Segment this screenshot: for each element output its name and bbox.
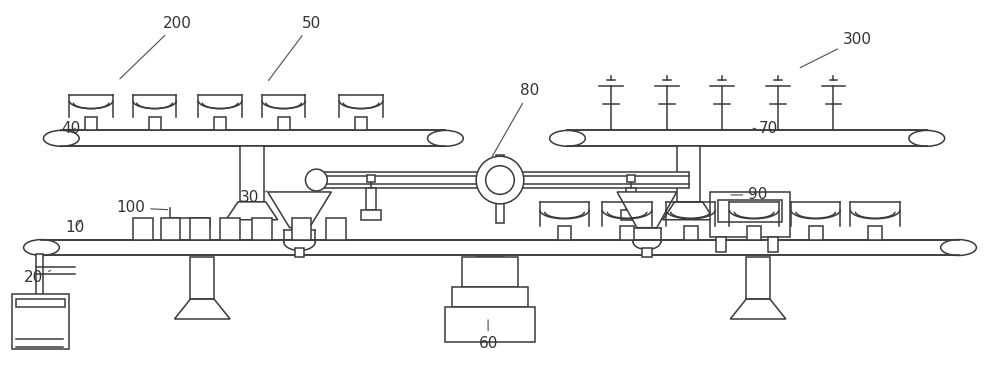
- Polygon shape: [174, 299, 230, 319]
- Bar: [190, 257, 214, 299]
- Bar: [626, 188, 636, 210]
- Bar: [620, 226, 634, 240]
- Text: 20: 20: [24, 270, 51, 285]
- Ellipse shape: [486, 166, 514, 194]
- Bar: [462, 257, 518, 287]
- Bar: [452, 287, 528, 307]
- Text: 90: 90: [731, 187, 768, 203]
- Ellipse shape: [909, 131, 945, 146]
- Ellipse shape: [24, 240, 59, 256]
- Bar: [684, 226, 698, 240]
- Bar: [355, 116, 367, 131]
- Bar: [190, 218, 210, 240]
- Bar: [476, 257, 504, 307]
- Text: 50: 50: [268, 16, 321, 81]
- Bar: [240, 146, 264, 202]
- Ellipse shape: [305, 169, 327, 191]
- Bar: [809, 226, 823, 240]
- Bar: [496, 188, 504, 223]
- Bar: [718, 200, 782, 222]
- Ellipse shape: [43, 131, 79, 146]
- Text: 300: 300: [800, 32, 872, 68]
- Bar: [16, 299, 65, 307]
- Bar: [710, 192, 790, 237]
- Bar: [746, 257, 770, 299]
- Text: 100: 100: [116, 200, 168, 215]
- Bar: [252, 218, 272, 240]
- Bar: [194, 218, 210, 228]
- Bar: [161, 218, 180, 240]
- Text: 200: 200: [120, 16, 192, 79]
- Bar: [627, 175, 635, 182]
- Bar: [621, 210, 641, 220]
- Bar: [558, 226, 571, 240]
- Bar: [292, 218, 311, 240]
- Text: 30: 30: [240, 190, 267, 206]
- Bar: [295, 247, 304, 257]
- Polygon shape: [198, 228, 208, 234]
- Ellipse shape: [550, 131, 585, 146]
- Polygon shape: [226, 202, 278, 220]
- Bar: [12, 294, 69, 349]
- Bar: [41, 240, 959, 256]
- Bar: [133, 218, 153, 240]
- Text: 40: 40: [62, 121, 81, 136]
- Polygon shape: [730, 299, 786, 319]
- Bar: [36, 255, 43, 302]
- Text: 80: 80: [491, 83, 539, 158]
- Bar: [366, 188, 376, 210]
- Bar: [220, 218, 240, 240]
- Bar: [567, 131, 927, 146]
- Text: 70: 70: [753, 121, 778, 136]
- Polygon shape: [460, 307, 520, 325]
- Text: 10: 10: [66, 220, 85, 235]
- Bar: [316, 172, 689, 188]
- Bar: [747, 226, 761, 240]
- Bar: [214, 116, 226, 131]
- Ellipse shape: [428, 131, 463, 146]
- Polygon shape: [268, 192, 331, 228]
- Bar: [149, 116, 161, 131]
- Bar: [61, 131, 445, 146]
- Ellipse shape: [941, 240, 976, 256]
- Bar: [496, 155, 504, 175]
- Bar: [361, 210, 381, 220]
- Bar: [642, 247, 652, 257]
- Polygon shape: [663, 202, 714, 220]
- Bar: [768, 237, 778, 253]
- Bar: [716, 237, 726, 253]
- Bar: [326, 218, 346, 240]
- Ellipse shape: [476, 156, 524, 204]
- Bar: [85, 116, 97, 131]
- Text: 60: 60: [478, 320, 498, 351]
- Bar: [367, 175, 375, 182]
- Bar: [278, 116, 290, 131]
- Polygon shape: [617, 192, 677, 228]
- Bar: [677, 146, 700, 202]
- Bar: [868, 226, 882, 240]
- Bar: [445, 307, 535, 342]
